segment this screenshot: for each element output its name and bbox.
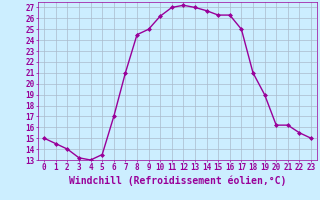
- X-axis label: Windchill (Refroidissement éolien,°C): Windchill (Refroidissement éolien,°C): [69, 175, 286, 186]
